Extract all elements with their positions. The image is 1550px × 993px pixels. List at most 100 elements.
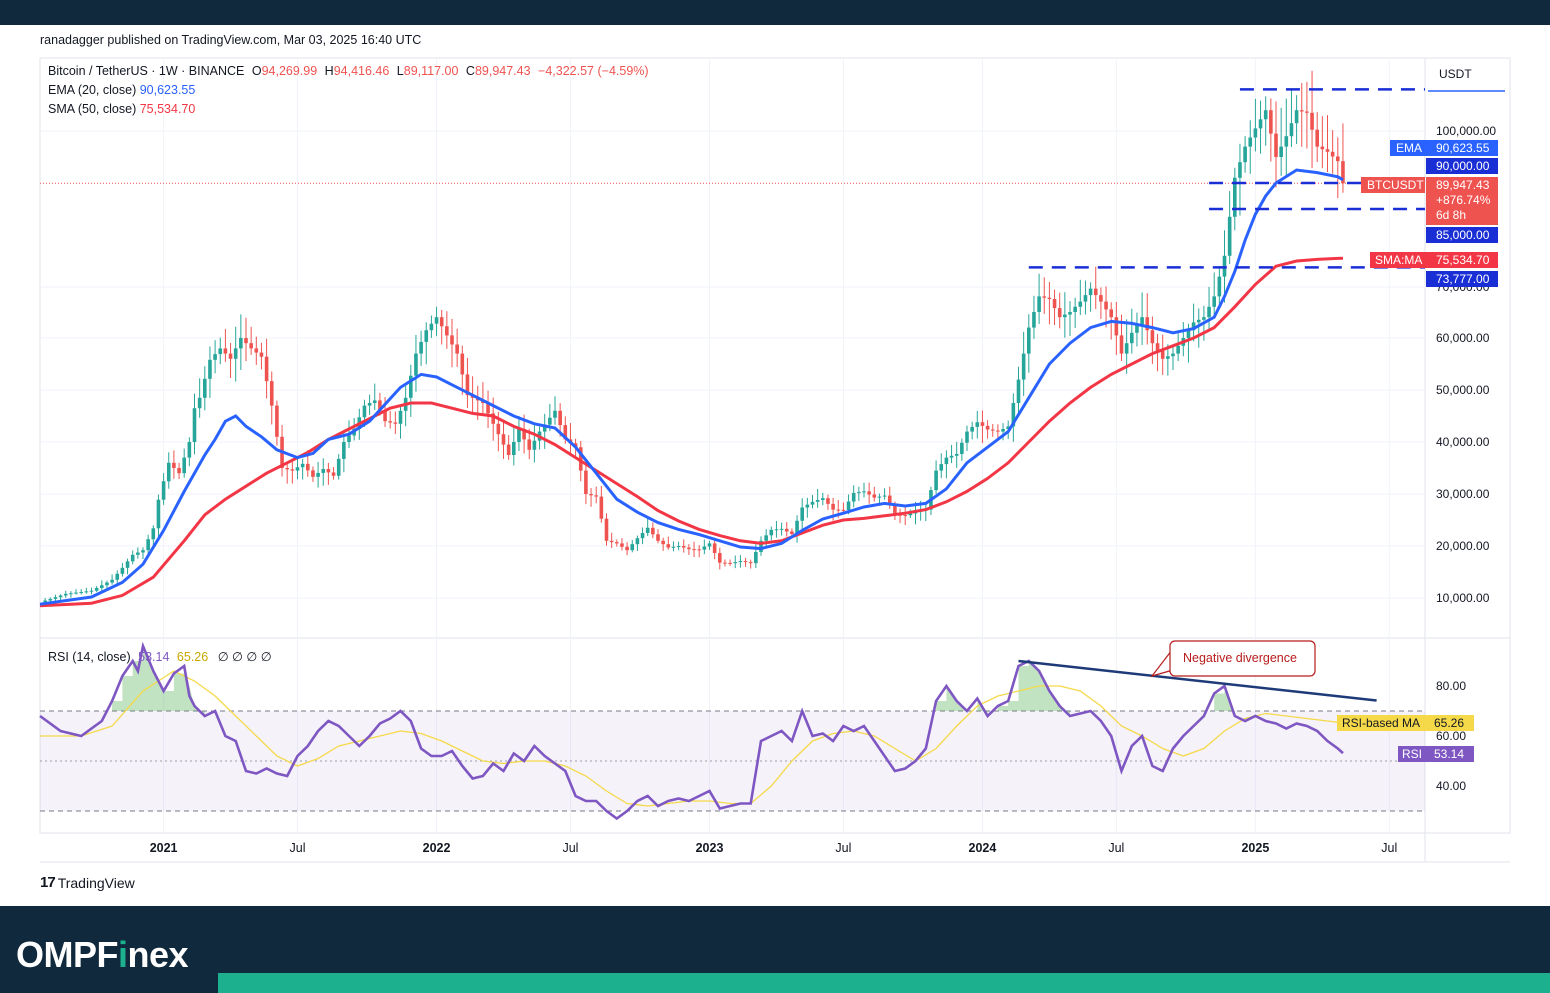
candle-body (1269, 110, 1273, 134)
candle-body (615, 542, 619, 544)
candle-body (450, 335, 454, 345)
candle-body (208, 359, 212, 379)
candle-body (105, 582, 109, 586)
rsi-line (39, 641, 1344, 821)
sma50-line (39, 256, 1344, 608)
candle-body (192, 408, 197, 442)
candle-body (1078, 301, 1083, 307)
candle-body (94, 587, 99, 591)
candle-body (156, 499, 161, 529)
candle-body (1027, 327, 1031, 354)
candle-body (1155, 343, 1160, 351)
rsi-tick-label: 80.00 (1436, 679, 1466, 693)
candle-body (645, 527, 650, 533)
candle-body (285, 468, 289, 470)
candle-body (651, 527, 655, 535)
candle-body (728, 562, 732, 564)
candle-body (815, 499, 820, 502)
time-tick-label: Jul (1108, 841, 1124, 855)
tradingview-logo-icon: 17 (40, 874, 56, 891)
candle-body (1330, 151, 1335, 157)
candle-body (460, 353, 465, 375)
candle-body (764, 535, 768, 541)
candle-body (1166, 356, 1170, 359)
candle-body (1011, 403, 1016, 427)
candle-body (372, 400, 377, 403)
candle-body (733, 562, 738, 564)
symbol-legend: Bitcoin / TetherUS · 1W · BINANCE O94,26… (48, 64, 649, 78)
rsi-tick-label: 40.00 (1436, 779, 1466, 793)
candle-body (712, 543, 717, 554)
candle-body (1294, 110, 1299, 124)
rsi-axis-ticks: 40.00 60.00 80.00 (1436, 679, 1466, 793)
candle-body (383, 410, 387, 422)
candle-body (1196, 319, 1201, 323)
candle-body (223, 348, 228, 354)
candle-body (228, 353, 233, 359)
candle-body (1191, 322, 1196, 331)
candle-body (635, 538, 640, 545)
candle-body (1130, 332, 1134, 344)
candle-body (1114, 317, 1119, 336)
candle-body (882, 495, 887, 497)
tradingview-footer: 17 TradingView (40, 874, 135, 891)
candle-body (656, 534, 660, 541)
candle-body (857, 492, 861, 494)
candle-body (362, 405, 367, 418)
candle-body (1104, 301, 1108, 310)
candle-body (1263, 110, 1268, 120)
price-tick-label: 60,000.00 (1436, 331, 1490, 345)
sma-legend: SMA (50, close) 75,534.70 (48, 102, 196, 116)
svg-text:53.14: 53.14 (1434, 747, 1464, 761)
chart-svg: USDT 10,000.00 20,000.00 30,000.00 40,000.0… (39, 57, 1511, 863)
svg-text:85,000.00: 85,000.00 (1436, 228, 1490, 242)
candle-body (125, 561, 130, 568)
candle-body (496, 423, 501, 435)
candle-body (172, 462, 176, 468)
candle-body (166, 462, 171, 482)
candle-body (1310, 112, 1314, 130)
ohlc-low: L89,117.00 (396, 64, 459, 78)
candle-body (831, 503, 835, 510)
candle-body (79, 591, 83, 593)
candle-body (249, 343, 253, 349)
candle-body (424, 330, 429, 342)
candle-body (1135, 325, 1139, 333)
candle-body (259, 352, 264, 357)
ema-legend: EMA (20, close) 90,623.55 (48, 83, 196, 97)
svg-text:BTCUSDT: BTCUSDT (1367, 178, 1424, 192)
candle-body (1336, 156, 1340, 162)
candle-body (43, 600, 47, 603)
candle-body (347, 435, 351, 442)
candle-body (100, 585, 104, 588)
price-tick-label: 40,000.00 (1436, 435, 1490, 449)
candle-body (89, 590, 94, 592)
candle-body (151, 528, 156, 540)
sma-tag: SMA:MA 75,534.70 (1370, 252, 1498, 268)
svg-text:RSI: RSI (1402, 747, 1422, 761)
candle-body (594, 495, 598, 497)
svg-text:+876.74%: +876.74% (1436, 193, 1491, 207)
candle-body (1073, 306, 1077, 312)
candle-body (264, 356, 269, 382)
candle-body (1150, 330, 1155, 344)
candle-body (887, 495, 892, 506)
ohlc-high: H94,416.46 (324, 64, 390, 78)
candle-body (1253, 128, 1258, 138)
candle-body (1202, 317, 1206, 320)
rsi-ma-tag: RSI-based MA 65.26 (1337, 715, 1474, 731)
candle-body (1238, 162, 1242, 178)
candle-body (532, 440, 537, 450)
candle-body (548, 417, 552, 425)
candle-body (161, 481, 166, 500)
candle-body (130, 554, 135, 562)
candle-body (620, 543, 624, 547)
candle-body (1299, 110, 1304, 112)
grid-lines (40, 58, 1425, 833)
candle-body (455, 344, 459, 354)
candle-body (723, 562, 727, 564)
candle-body (862, 491, 866, 493)
candle-body (949, 455, 954, 458)
candle-body (990, 429, 995, 431)
svg-text:EMA: EMA (1396, 141, 1422, 155)
